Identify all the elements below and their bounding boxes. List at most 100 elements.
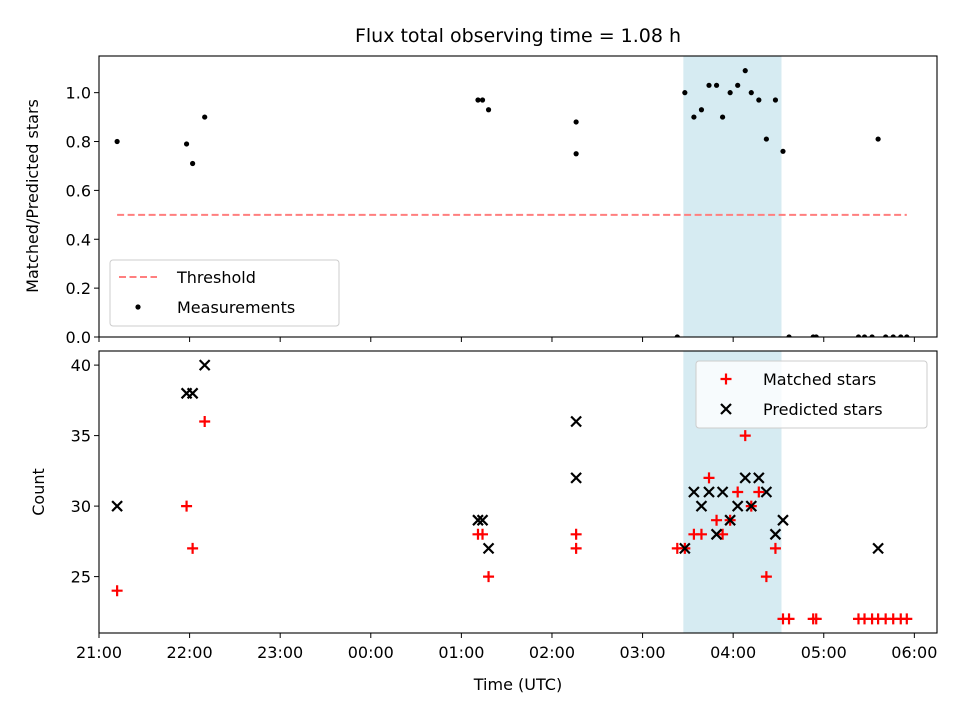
measurements-point	[713, 82, 720, 88]
measurements-point	[742, 68, 748, 74]
predicted-stars-point	[688, 486, 700, 498]
predicted-stars-point	[570, 472, 582, 484]
y-tick-label: 35	[71, 427, 91, 446]
measurements-point	[114, 138, 120, 145]
legend-box	[695, 360, 928, 429]
predicted-stars-point	[679, 542, 691, 555]
plot-area	[111, 359, 913, 625]
y-tick-label: 0.6	[66, 181, 91, 200]
measurements-point	[674, 334, 680, 337]
predicted-stars-point	[777, 514, 789, 526]
measurements-point	[904, 334, 910, 337]
y-tick-label: 0.2	[66, 279, 91, 298]
chart-title: Flux total observing time = 1.08 h	[355, 25, 681, 47]
legend-box	[109, 259, 340, 327]
measurements-point	[763, 136, 769, 142]
matched-stars-point	[695, 528, 707, 540]
measurements-point	[855, 334, 862, 337]
top-plot: 0.0 0.2 0.4 0.6 0.8 1.0 Threshold Measurements	[66, 55, 938, 347]
predicted-stars-point	[716, 486, 729, 498]
legend-matched-swatch	[720, 373, 732, 385]
y-tick-label: 25	[71, 568, 91, 587]
y-tick-label: 40	[71, 356, 91, 375]
matched-stars-point	[753, 486, 765, 498]
predicted-stars-point	[111, 500, 123, 512]
predicted-stars-point	[186, 387, 199, 400]
measurements-point	[682, 90, 688, 96]
measurements-point	[479, 97, 486, 103]
matched-stars-point	[760, 571, 772, 583]
matched-stars-point	[717, 528, 729, 540]
y-tick-label: 0.8	[66, 133, 91, 152]
matched-stars-point	[199, 416, 211, 427]
predicted-stars-point	[482, 542, 495, 555]
legend-measurements-label: Measurements	[177, 298, 295, 317]
plot-frame	[98, 350, 938, 634]
measurements-point	[735, 82, 741, 88]
measurements-point	[190, 160, 196, 167]
measurements-point	[485, 107, 492, 113]
x-tick-label: 03:00	[620, 643, 666, 662]
predicted-stars-point	[731, 500, 744, 512]
measurements-point	[691, 114, 697, 120]
measurements-point	[883, 334, 889, 337]
predicted-stars-point	[739, 472, 752, 484]
measurements-point	[780, 148, 786, 154]
x-tick-label: 01:00	[438, 643, 484, 662]
measurements-point	[772, 97, 779, 103]
matched-stars-point	[477, 528, 489, 540]
x-tick-label: 21:00	[76, 643, 122, 662]
plot-frame	[98, 55, 938, 338]
measurements-point	[890, 334, 896, 337]
predicted-stars-point	[724, 514, 736, 526]
legend: Matched stars Predicted stars	[695, 360, 928, 429]
measurements-point	[861, 334, 868, 337]
matched-stars-point	[739, 430, 751, 442]
measurements-point	[698, 107, 705, 113]
matched-stars-point	[483, 571, 495, 583]
measurements-point	[727, 90, 733, 96]
predicted-stars-point	[570, 415, 582, 428]
x-tick-label: 02:00	[529, 643, 575, 662]
predicted-stars-point	[703, 486, 715, 498]
x-tick-label: 05:00	[801, 643, 847, 662]
measurements-point	[875, 136, 881, 142]
measurements-point	[719, 114, 726, 120]
legend-measurements-swatch	[135, 304, 141, 310]
observing-window-span	[683, 56, 782, 337]
x-tick-label: 22:00	[167, 643, 213, 662]
legend: Threshold Measurements	[109, 259, 340, 327]
matched-stars-point	[783, 613, 795, 625]
measurements-point	[898, 334, 904, 337]
bottom-y-axis-label: Count	[29, 468, 48, 516]
predicted-stars-point	[872, 542, 884, 555]
y-tick-label: 30	[71, 497, 91, 516]
measurements-point	[748, 90, 754, 96]
matched-stars-point	[732, 486, 744, 498]
x-tick-label: 00:00	[348, 643, 394, 662]
predicted-stars-point	[753, 472, 765, 484]
measurements-point	[475, 97, 481, 103]
predicted-stars-point	[745, 500, 758, 512]
measurements-point	[756, 97, 762, 103]
measurements-point	[573, 119, 579, 125]
bottom-plot: 25 30 35 40 21:00 22:00 23:00 00:00 01:00 02:00 03…	[71, 350, 938, 662]
predicted-stars-point	[695, 500, 708, 512]
y-tick-label: 0.4	[66, 230, 91, 249]
x-tick-label: 06:00	[891, 643, 937, 662]
measurements-point	[202, 114, 208, 120]
measurements-point	[183, 141, 190, 147]
legend-predicted-label: Predicted stars	[763, 400, 883, 419]
matched-stars-point	[901, 613, 913, 625]
matched-stars-point	[711, 514, 723, 526]
predicted-stars-point	[472, 514, 484, 526]
matched-stars-point	[769, 542, 781, 554]
matched-stars-point	[181, 500, 193, 512]
measurements-point	[813, 334, 819, 337]
predicted-stars-point	[760, 486, 773, 498]
x-tick-label: 04:00	[710, 643, 756, 662]
matched-stars-point	[703, 472, 715, 484]
predicted-stars-point	[710, 528, 723, 541]
plot-area	[114, 68, 910, 337]
